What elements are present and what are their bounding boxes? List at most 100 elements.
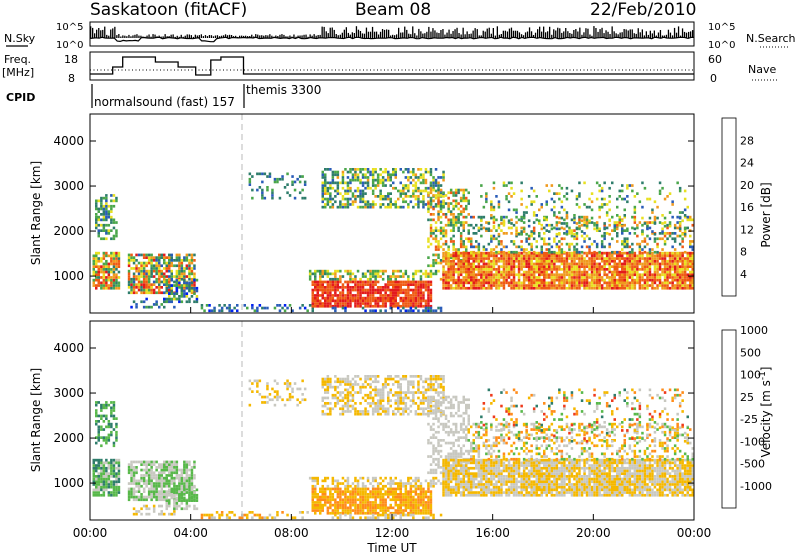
power-cell — [432, 178, 435, 182]
power-cell — [522, 278, 526, 282]
power-cell — [600, 265, 604, 268]
power-cell — [686, 205, 689, 209]
power-cell — [326, 168, 330, 171]
power-cell — [442, 213, 445, 216]
power-cell — [361, 302, 365, 305]
velocity-cell — [158, 495, 161, 499]
power-cell — [158, 256, 161, 259]
power-cell — [623, 257, 626, 260]
power-cell — [465, 204, 468, 208]
power-cell — [432, 213, 435, 216]
power-cell — [158, 261, 161, 265]
power-cell — [631, 257, 634, 260]
power-cell — [580, 230, 584, 233]
power-cell — [686, 278, 689, 282]
power-cell — [102, 262, 106, 266]
power-cell — [442, 191, 445, 195]
velocity-cell — [190, 476, 194, 480]
power-cell — [515, 226, 518, 230]
velocity-cell — [163, 460, 166, 464]
power-cell — [558, 276, 561, 279]
velocity-cell — [135, 471, 138, 475]
power-cell — [178, 259, 181, 262]
velocity-cell — [286, 387, 289, 391]
velocity-cell — [165, 502, 168, 505]
power-cell — [459, 270, 463, 274]
power-cell — [648, 250, 652, 254]
power-cell — [648, 278, 652, 282]
power-cell — [683, 234, 687, 238]
power-cell — [379, 286, 382, 289]
power-cell — [558, 257, 561, 260]
power-cell — [439, 215, 443, 219]
power-cell — [462, 268, 465, 271]
power-cell — [470, 223, 473, 227]
nsky-bar — [281, 34, 283, 38]
power-cell — [359, 283, 362, 286]
power-cell — [598, 250, 601, 254]
power-cell — [356, 173, 360, 177]
power-cell — [273, 177, 277, 181]
power-cell — [646, 224, 649, 228]
power-cell — [95, 284, 98, 287]
power-cell — [404, 176, 408, 179]
power-cell — [555, 276, 559, 279]
velocity-cell — [130, 460, 133, 464]
power-cell — [371, 203, 375, 206]
power-cell — [553, 214, 556, 217]
power-cell — [545, 229, 548, 232]
nsky-bar — [239, 35, 241, 38]
power-cell — [515, 215, 518, 219]
power-cell — [291, 180, 294, 184]
power-cell — [188, 289, 191, 293]
power-cell — [548, 230, 551, 233]
power-cell — [631, 281, 634, 285]
velocity-cell — [102, 436, 106, 439]
velocity-cell — [185, 482, 189, 485]
power-cell — [366, 302, 370, 305]
nsky-bar — [512, 30, 515, 38]
power-cell — [616, 205, 619, 209]
velocity-cell — [180, 499, 184, 502]
power-cell — [527, 234, 531, 238]
power-cell — [573, 234, 576, 238]
velocity-cell — [175, 463, 179, 466]
nsky-bar — [188, 34, 190, 38]
power-cell — [351, 277, 355, 281]
power-cell — [628, 273, 632, 277]
power-cell — [573, 276, 576, 279]
power-cell — [656, 250, 659, 254]
power-cell — [399, 181, 402, 185]
power-cell — [414, 189, 418, 193]
power-cell — [681, 265, 684, 268]
power-cell — [661, 270, 664, 274]
velocity-cell — [102, 420, 106, 423]
power-cell — [127, 261, 131, 265]
power-cell — [673, 270, 677, 274]
power-cell — [145, 286, 148, 289]
power-cell — [485, 221, 488, 224]
power-cell — [555, 251, 559, 255]
nsky-bar — [599, 29, 601, 38]
power-cell — [457, 213, 460, 216]
power-cell — [585, 281, 589, 285]
power-cell — [324, 288, 327, 292]
power-cell — [384, 170, 387, 174]
power-cell — [414, 176, 418, 179]
power-cell — [449, 202, 453, 205]
power-cell — [364, 291, 367, 295]
power-cell — [673, 286, 677, 290]
nsky-bar — [649, 30, 651, 38]
power-cell — [439, 306, 443, 310]
power-cell — [558, 259, 561, 263]
power-cell — [656, 278, 659, 282]
velocity-cell — [150, 476, 153, 480]
power-cell — [449, 273, 453, 277]
power-cell — [565, 230, 569, 233]
power-cell — [349, 186, 352, 190]
velocity-cell — [180, 474, 184, 477]
power-cell — [193, 272, 196, 276]
power-cell — [414, 299, 418, 303]
power-cell — [613, 281, 616, 285]
